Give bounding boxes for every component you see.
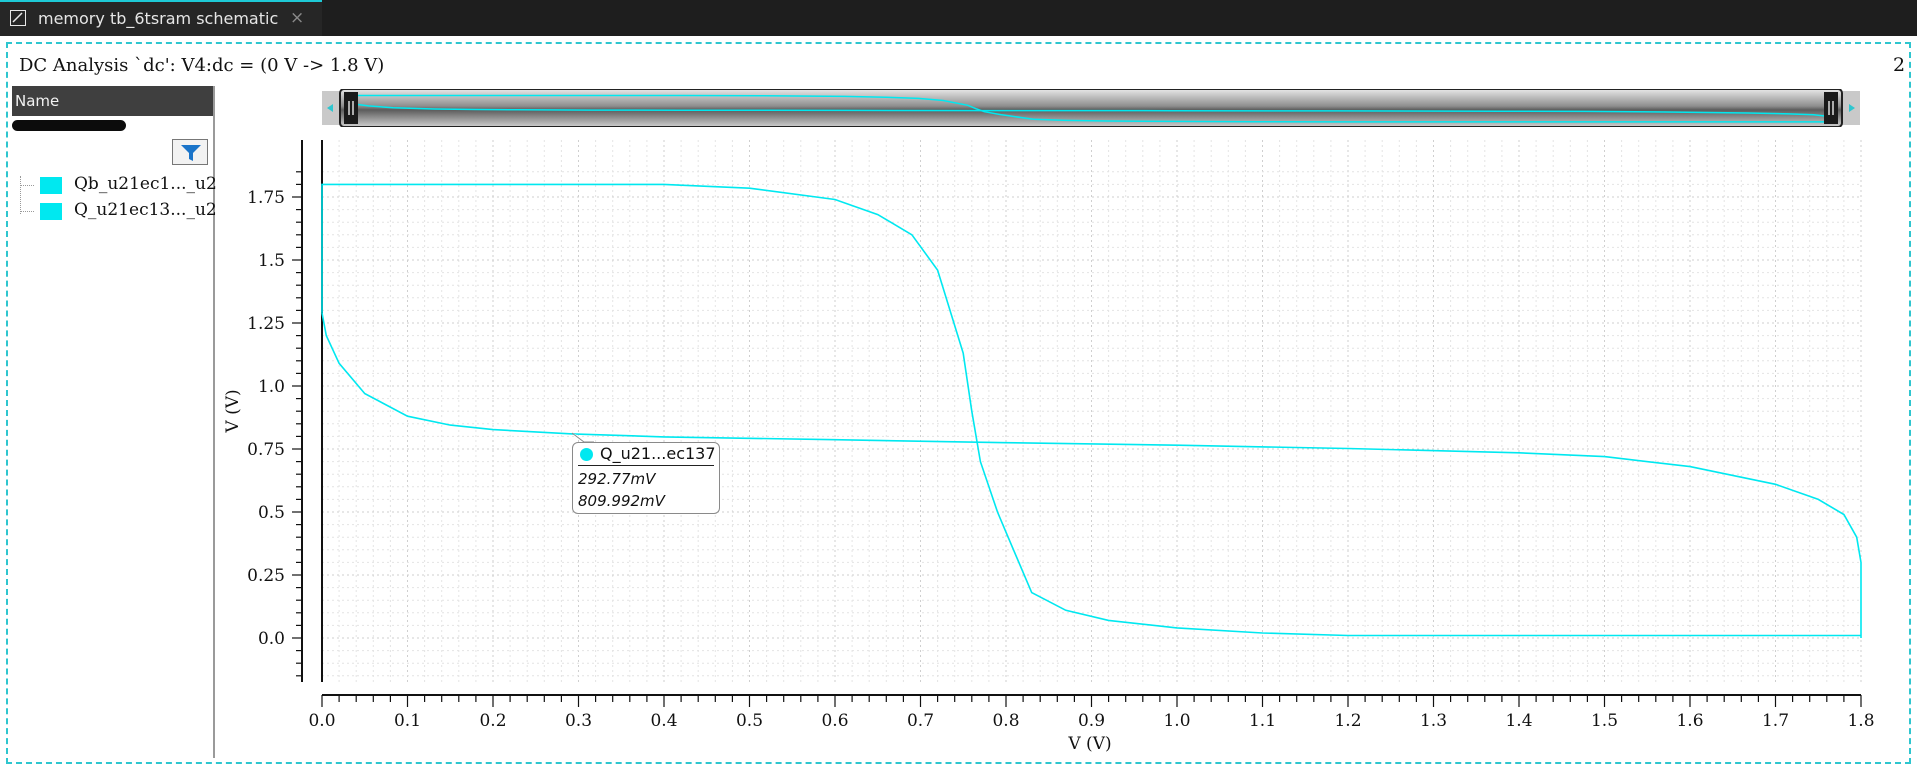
scroll-right-arrow-icon[interactable] [1849,104,1855,112]
y-tick-label: 1.5 [258,251,285,271]
filter-button[interactable] [172,139,208,165]
x-tick-label: 1.0 [1163,711,1190,731]
x-tick-label: 0.4 [650,711,677,731]
x-tick-label: 1.4 [1505,711,1532,731]
x-tick-label: 0.9 [1078,711,1105,731]
tree-connector [20,185,34,186]
x-tick-label: 0.8 [992,711,1019,731]
overview-trace-q [351,102,1831,122]
signal-list-panel: Name Qb_u21ec1..._u2 Q_u21ec13..._u2 [12,86,217,758]
y-tick-label: 0.5 [258,503,285,523]
x-tick-label: 1.5 [1591,711,1618,731]
tab-memory-tb-6tsram-schematic[interactable]: memory tb_6tsram schematic × [0,0,322,36]
plot-window-frame [6,42,1911,764]
name-column-header[interactable]: Name [12,86,213,116]
y-tick-label: 0.25 [247,566,285,586]
x-tick-label: 0.7 [907,711,934,731]
series [321,183,1862,638]
legend-item-label: Q_u21ec13..._u2 [74,200,217,220]
y-axis-label: V (V) [223,389,243,433]
schematic-icon [10,10,26,26]
tooltip-series-name: Q_u21...ec137 [600,444,716,463]
scroller-left-handle[interactable] [344,92,358,124]
x-axis-label: V (V) [1067,734,1111,754]
y-tick-label: 0.0 [258,629,285,649]
grid [321,140,1862,682]
overview-trace-qb [351,94,1830,123]
series-line-q[interactable] [321,312,1862,638]
tooltip-y-value: 809.992mV [578,492,665,510]
page-number: 2 [1893,54,1906,76]
x-tick-label: 1.6 [1676,711,1703,731]
tab-title: memory tb_6tsram schematic [38,9,279,28]
analysis-title: DC Analysis `dc': V4:dc = (0 V -> 1.8 V) [19,55,385,76]
axes: 0.0 0.25 0.5 0.75 1.0 1.25 1.5 1.75 0.0 0.1 0.2 0.3… [247,140,1875,731]
legend-item-label: Qb_u21ec1..._u2 [74,174,217,194]
filter-icon [181,145,201,161]
x-tick-label: 1.8 [1847,711,1874,731]
x-tick-label: 1.3 [1420,711,1447,731]
x-tick-label: 0.5 [736,711,763,731]
y-tick-label: 0.75 [247,440,285,460]
close-icon[interactable]: × [290,8,305,28]
range-overview-scroller[interactable] [322,88,1860,128]
tooltip-series-marker [580,448,593,461]
x-tick-label: 0.2 [479,711,506,731]
tree-line [20,176,21,214]
y-tick-label: 1.25 [247,314,285,334]
x-tick-label: 0.3 [565,711,592,731]
scroller-right-handle[interactable] [1824,92,1838,124]
tab-bar: memory tb_6tsram schematic × [0,0,1917,36]
series-swatch [40,177,62,194]
tree-connector [20,211,34,212]
x-tick-label: 0.1 [394,711,421,731]
x-tick-label: 1.1 [1249,711,1276,731]
y-tick-label: 1.75 [247,188,285,208]
redacted-label [12,120,126,131]
x-tick-label: 0.6 [821,711,848,731]
scroll-left-arrow-icon[interactable] [327,104,333,112]
x-tick-label: 0.0 [308,711,335,731]
data-point-tooltip: Q_u21...ec137 292.77mV 809.992mV [572,442,720,514]
tooltip-x-value: 292.77mV [578,470,656,488]
y-tick-label: 1.0 [258,377,285,397]
x-tick-label: 1.2 [1334,711,1361,731]
x-tick-label: 1.7 [1762,711,1789,731]
tooltip-divider [578,465,714,466]
series-line-qb[interactable] [321,183,1861,637]
series-swatch [40,203,62,220]
